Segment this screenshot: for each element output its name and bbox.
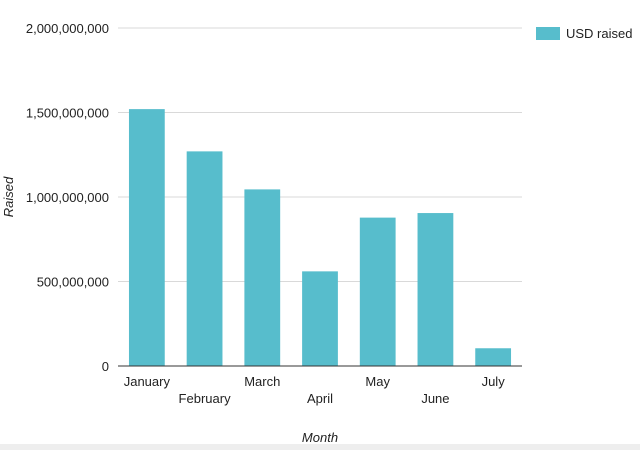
bottom-band [0, 444, 640, 450]
y-tick-label: 0 [102, 359, 109, 374]
y-tick-label: 2,000,000,000 [26, 21, 109, 36]
x-tick-label: June [421, 391, 449, 406]
bar-january[interactable] [128, 109, 165, 367]
x-tick-label: January [124, 374, 171, 389]
legend-swatch [536, 27, 560, 40]
x-tick-label: July [482, 374, 506, 389]
y-tick-label: 500,000,000 [37, 275, 109, 290]
bar-june[interactable] [417, 213, 454, 366]
x-tick-label: February [179, 391, 232, 406]
bar-february[interactable] [186, 151, 223, 366]
x-tick-label: May [365, 374, 390, 389]
bar-july[interactable] [475, 348, 512, 366]
bar-march[interactable] [244, 189, 281, 366]
gridlines [118, 27, 522, 282]
legend: USD raised [536, 26, 632, 41]
x-tick-label: April [307, 391, 333, 406]
bar-may[interactable] [359, 217, 396, 366]
x-tick-label: March [244, 374, 280, 389]
legend-label: USD raised [566, 26, 632, 41]
y-tick-label: 1,500,000,000 [26, 106, 109, 121]
tick-labels: 0 500,000,000 1,000,000,000 1,500,000,000 2,… [26, 21, 505, 406]
bars [128, 109, 512, 367]
y-tick-label: 1,000,000,000 [26, 190, 109, 205]
x-axis-title: Month [302, 430, 338, 445]
y-axis-title: Raised [1, 176, 16, 217]
bar-april[interactable] [302, 271, 338, 366]
